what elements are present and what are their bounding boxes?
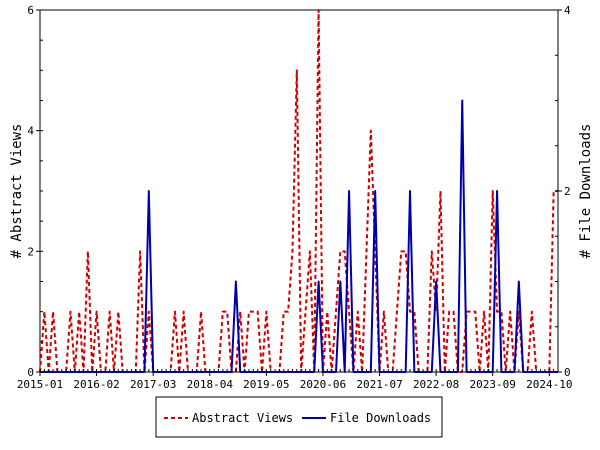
axes: 0 2 4 6 0 2 4 2015-01 2016-02 2017-03 2018-04 2019-… bbox=[17, 4, 573, 391]
x-tick-label: 2015-01 bbox=[17, 378, 63, 391]
x-tick-label: 2018-04 bbox=[187, 378, 234, 391]
legend-box bbox=[155, 396, 443, 438]
x-tick-label: 2023-09 bbox=[470, 378, 516, 391]
y-left-tick-label: 4 bbox=[27, 125, 34, 138]
y-left-tick-label: 0 bbox=[27, 366, 34, 379]
x-tick-label: 2020-06 bbox=[300, 378, 346, 391]
series-line-file-downloads bbox=[40, 99, 558, 373]
y-axis-left-title: # Abstract Views bbox=[9, 124, 25, 259]
y-left-tick-label: 2 bbox=[27, 245, 34, 258]
x-tick-label: 2016-02 bbox=[73, 378, 119, 391]
y-right-tick-label: 4 bbox=[564, 4, 571, 17]
legend: Abstract Views File Downloads bbox=[155, 396, 443, 438]
y-right-tick-label: 2 bbox=[564, 185, 571, 198]
series-layer bbox=[39, 9, 558, 373]
y-left-tick-label: 6 bbox=[27, 4, 34, 17]
y-right-tick-label: 0 bbox=[564, 366, 571, 379]
y-axis-right-title: # File Downloads bbox=[578, 124, 594, 259]
legend-label-abstract-views: Abstract Views bbox=[192, 411, 293, 425]
x-tick-label: 2022-08 bbox=[413, 378, 459, 391]
x-tick-label: 2024-10 bbox=[526, 378, 572, 391]
legend-label-file-downloads: File Downloads bbox=[330, 411, 431, 425]
x-tick-label: 2021-07 bbox=[356, 378, 402, 391]
x-tick-label: 2017-03 bbox=[130, 378, 176, 391]
x-tick-label: 2019-05 bbox=[243, 378, 289, 391]
